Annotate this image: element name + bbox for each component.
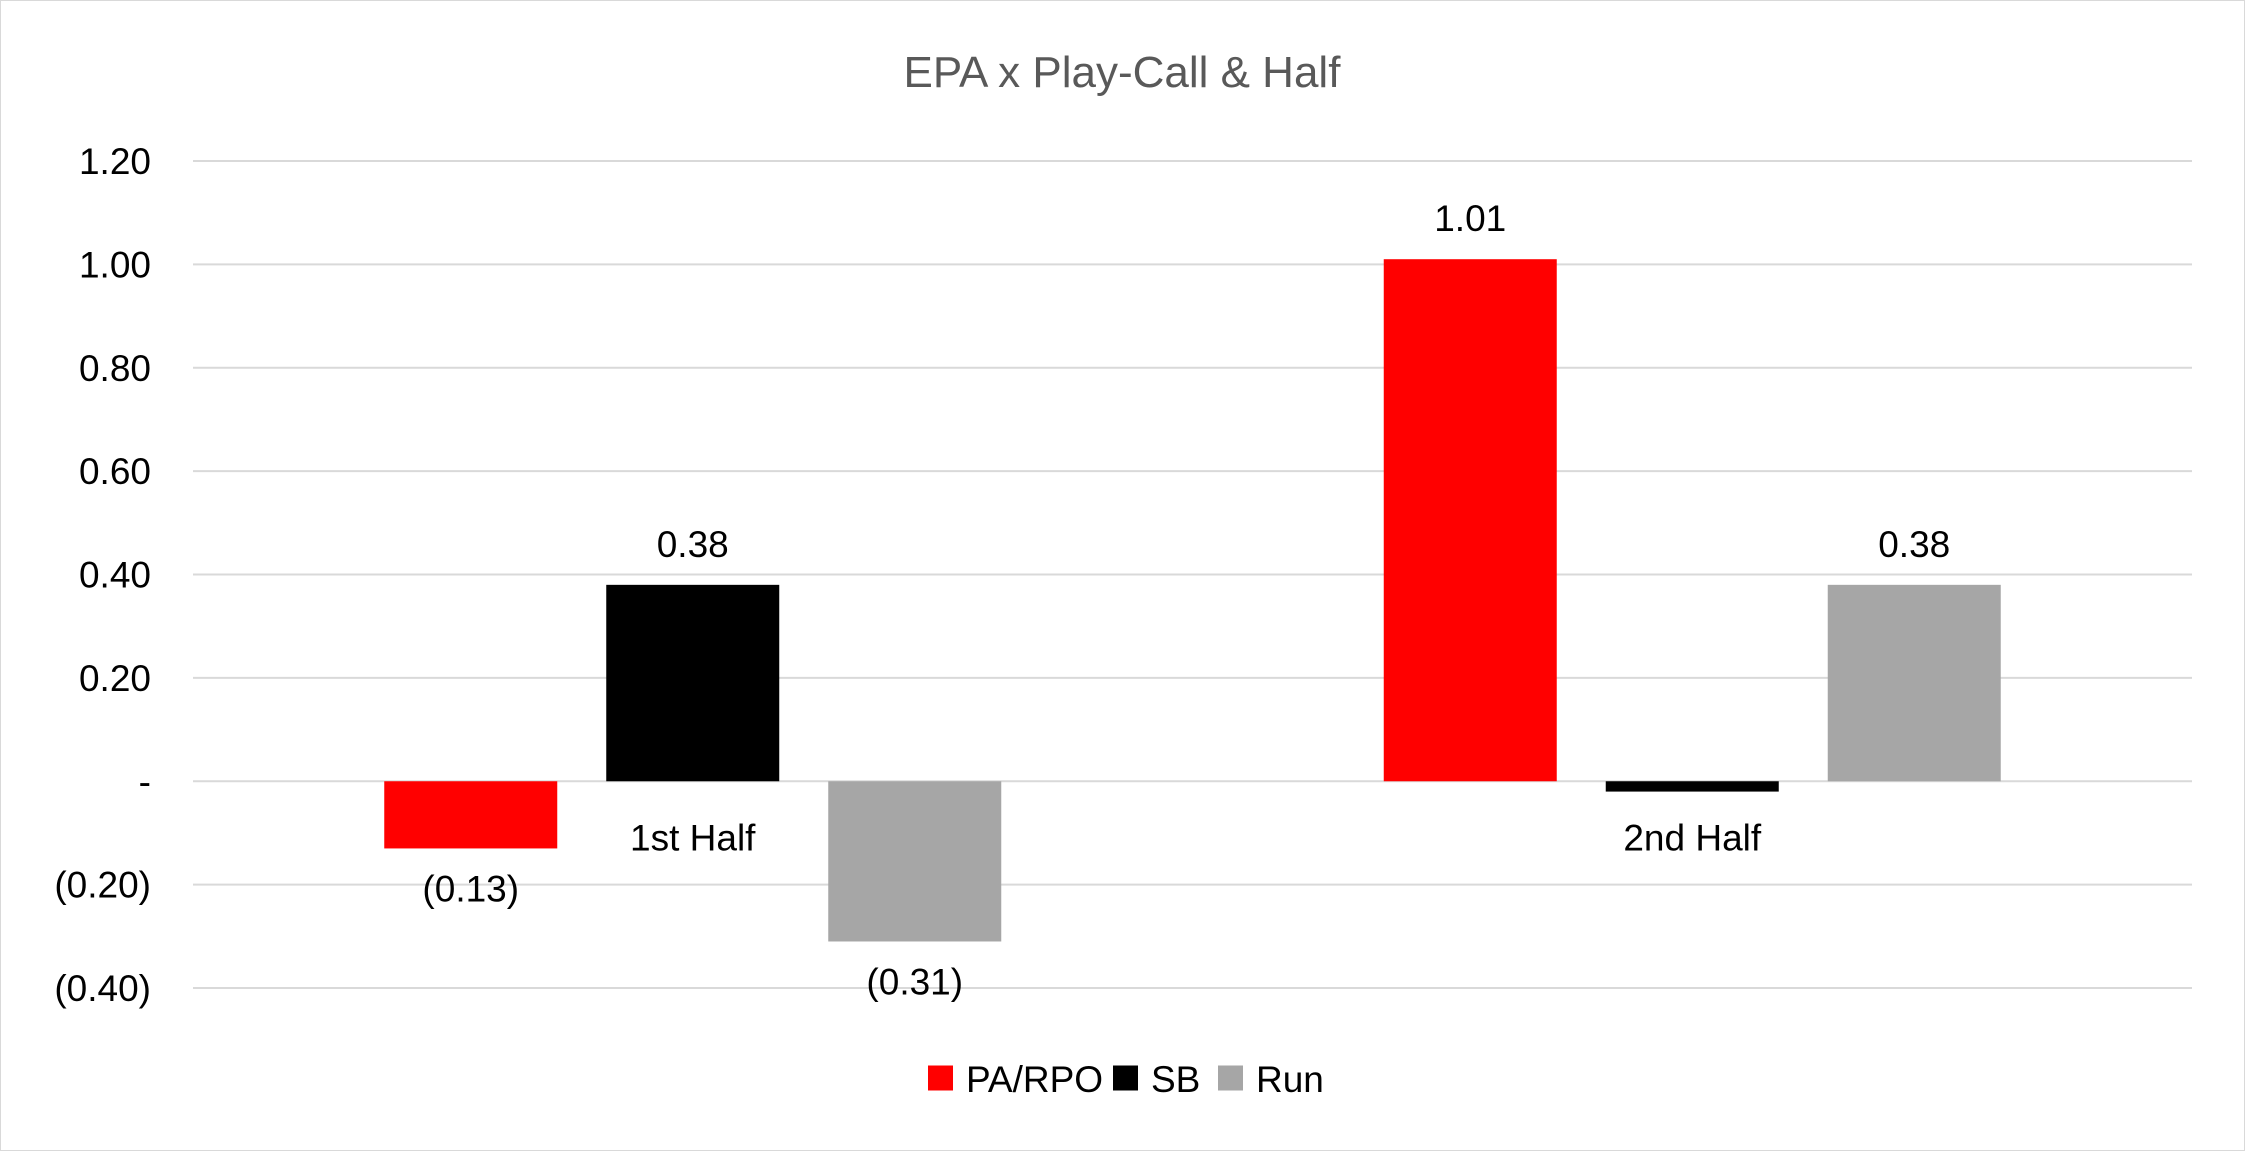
legend-swatch	[928, 1065, 953, 1091]
y-tick-label: 1.00	[79, 244, 151, 285]
legend: PA/RPO SB Run	[928, 1059, 1324, 1100]
bar	[828, 781, 1002, 942]
y-tick-label: (0.40)	[54, 968, 151, 1009]
legend-label: PA/RPO	[966, 1059, 1103, 1100]
chart-title: EPA x Play-Call & Half	[904, 48, 1342, 97]
data-label: (0.13)	[422, 868, 519, 909]
data-label: 0.38	[657, 524, 729, 565]
data-labels: (0.13) 0.38 (0.31) 1.01 0.38	[422, 198, 1950, 1002]
y-tick-label: -	[139, 761, 151, 802]
category-labels: 1st Half 2nd Half	[630, 817, 1762, 858]
y-tick-label: 0.20	[79, 658, 151, 699]
y-tick-label: 0.80	[79, 348, 151, 389]
bar	[384, 781, 558, 849]
y-axis-ticks: 1.20 1.00 0.80 0.60 0.40 0.20 - (0.20) (0.40)	[54, 141, 151, 1009]
bar	[606, 584, 780, 782]
y-tick-label: (0.20)	[54, 865, 151, 906]
y-tick-label: 0.40	[79, 555, 151, 596]
bar	[1383, 259, 1557, 782]
category-label: 2nd Half	[1623, 817, 1762, 858]
data-label: 0.38	[1878, 524, 1950, 565]
y-tick-label: 1.20	[79, 141, 151, 182]
category-label: 1st Half	[630, 817, 756, 858]
legend-swatch	[1113, 1065, 1138, 1091]
gridlines	[193, 160, 2192, 989]
bars	[384, 259, 2001, 942]
legend-swatch	[1218, 1065, 1243, 1091]
data-label: 1.01	[1434, 198, 1506, 239]
legend-label: SB	[1151, 1059, 1200, 1100]
bar	[1605, 781, 1779, 792]
y-tick-label: 0.60	[79, 451, 151, 492]
data-label: (0.31)	[866, 961, 963, 1002]
bar	[1827, 584, 2001, 782]
legend-label: Run	[1256, 1059, 1324, 1100]
